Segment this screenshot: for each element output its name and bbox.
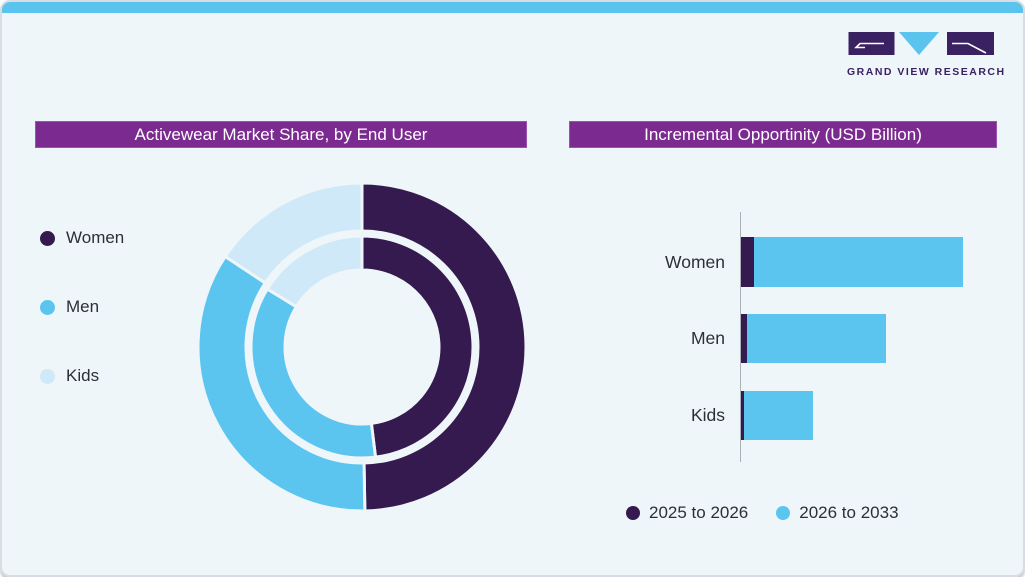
bar-category-label-kids: Kids bbox=[690, 405, 725, 425]
donut-legend: Women Men Kids bbox=[40, 228, 124, 435]
donut-inner-segment-kids bbox=[265, 234, 364, 309]
bar-row-women bbox=[741, 237, 964, 287]
top-accent-bar bbox=[2, 2, 1023, 13]
legend-swatch-kids bbox=[40, 368, 55, 384]
bar-segment-men-2026-to-2033 bbox=[747, 314, 887, 363]
donut-chart bbox=[196, 181, 528, 513]
brand-logo: GRAND VIEW RESEARCH bbox=[847, 32, 1006, 78]
legend-swatch-2025-to-2026 bbox=[626, 506, 640, 520]
donut-outer-segment-men bbox=[196, 254, 367, 513]
bar-category-label-women: Women bbox=[665, 251, 725, 272]
donut-outer-segment-women bbox=[360, 181, 528, 513]
donut-inner-segment-men bbox=[249, 286, 378, 460]
bar-row-kids bbox=[741, 391, 814, 440]
legend-item-2026-to-2033: 2026 to 2033 bbox=[776, 503, 899, 523]
legend-item-kids: Kids bbox=[40, 366, 124, 386]
legend-label-2025-to-2026: 2025 to 2026 bbox=[649, 503, 749, 522]
legend-label-2026-to-2033: 2026 to 2033 bbox=[799, 503, 899, 522]
legend-swatch-women bbox=[40, 230, 55, 246]
donut-chart-title-banner: Activewear Market Share, by End User bbox=[35, 121, 527, 148]
donut-inner-segment-women bbox=[360, 234, 475, 459]
gvr-logo-icon bbox=[848, 32, 994, 55]
donut-outer-segment-kids bbox=[223, 181, 364, 286]
bar-category-label-men: Men bbox=[690, 328, 725, 348]
bar-segment-kids-2025-to-2026 bbox=[741, 391, 745, 440]
brand-name: GRAND VIEW RESEARCH bbox=[847, 66, 1006, 78]
legend-swatch-2026-to-2033 bbox=[776, 506, 791, 520]
bar-segment-women-2025-to-2026 bbox=[741, 237, 755, 287]
bar-row-men bbox=[741, 314, 887, 363]
legend-label-women: Women bbox=[66, 228, 125, 247]
legend-label-men: Men bbox=[66, 297, 100, 316]
bar-segment-men-2025-to-2026 bbox=[741, 314, 748, 363]
legend-swatch-men bbox=[40, 299, 55, 315]
bar-chart-title-banner: Incremental Opportinity (USD Billion) bbox=[569, 121, 997, 148]
bar-segment-kids-2026-to-2033 bbox=[744, 391, 814, 440]
bar-chart-axis bbox=[740, 212, 741, 462]
legend-item-men: Men bbox=[40, 297, 124, 317]
bar-segment-women-2026-to-2033 bbox=[754, 237, 964, 287]
bar-legend: 2025 to 2026 2026 to 2033 bbox=[626, 503, 927, 523]
legend-label-kids: Kids bbox=[66, 366, 100, 385]
legend-item-women: Women bbox=[40, 228, 124, 248]
legend-item-2025-to-2026: 2025 to 2026 bbox=[626, 503, 748, 523]
